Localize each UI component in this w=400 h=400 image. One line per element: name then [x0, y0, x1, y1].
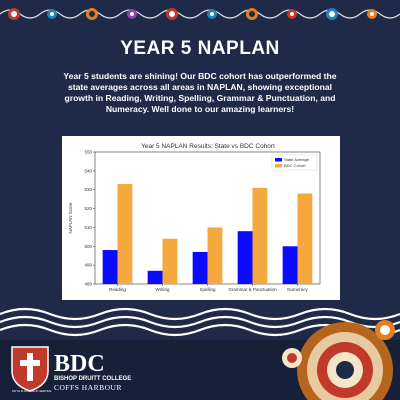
bar-state-average: [147, 270, 163, 284]
bar-bdc-cohort: [117, 184, 133, 284]
x-axis-ticks: Reading Writing Spelling Grammar & Punctuat…: [109, 284, 308, 292]
bars-group: [102, 184, 313, 284]
x-tick-label: Writing: [156, 287, 170, 292]
y-tick-label: 510: [84, 225, 92, 230]
y-tick-label: 480: [84, 282, 92, 287]
svg-text:FAITH FLOURISH IN SERVICE: FAITH FLOURISH IN SERVICE: [12, 389, 52, 393]
x-tick-label: Numeracy: [287, 287, 308, 292]
college-logo: BDC BISHOP DRUITT COLLEGE COFFS HARBOUR …: [11, 346, 131, 393]
y-tick-label: 550: [84, 150, 92, 155]
bar-bdc-cohort: [162, 238, 178, 284]
svg-text:COFFS HARBOUR: COFFS HARBOUR: [54, 383, 122, 392]
x-tick-label: Spelling: [199, 287, 216, 292]
legend-swatch: [275, 164, 282, 168]
y-tick-label: 530: [84, 187, 92, 192]
bar-chart: Year 5 NAPLAN Results: State vs BDC Coho…: [68, 143, 321, 292]
shield-icon: [11, 346, 49, 392]
chart-card: Year 5 NAPLAN Results: State vs BDC Coho…: [62, 136, 340, 300]
x-tick-label: Grammar & Punctuation: [228, 287, 277, 292]
y-axis-ticks: 480 490 500 510 520 530 540 550: [84, 150, 95, 287]
legend-label: BDC Cohort: [284, 163, 306, 168]
bar-state-average: [102, 250, 118, 284]
y-tick-label: 540: [84, 168, 92, 173]
page-title: YEAR 5 NAPLAN: [120, 38, 280, 59]
bar-bdc-cohort: [207, 227, 223, 284]
y-tick-label: 520: [84, 206, 92, 211]
decorative-top-band: [0, 8, 400, 20]
y-tick-label: 490: [84, 263, 92, 268]
bar-state-average: [237, 231, 253, 284]
bar-state-average: [282, 246, 298, 284]
legend-label: State Average: [284, 157, 310, 162]
bar-state-average: [192, 251, 208, 284]
bar-bdc-cohort: [297, 193, 313, 284]
legend-box: [271, 154, 318, 171]
chart-title: Year 5 NAPLAN Results: State vs BDC Coho…: [141, 143, 275, 150]
svg-text:BISHOP DRUITT COLLEGE: BISHOP DRUITT COLLEGE: [54, 376, 131, 382]
page-description: Year 5 students are shining! Our BDC coh…: [63, 71, 337, 114]
y-axis-label: NAPLAN Score: [68, 202, 73, 234]
y-tick-label: 500: [84, 244, 92, 249]
decorative-waves: [0, 300, 400, 400]
bar-bdc-cohort: [252, 187, 268, 284]
legend-swatch: [275, 158, 282, 162]
svg-text:BDC: BDC: [54, 351, 105, 377]
x-tick-label: Reading: [109, 287, 126, 292]
